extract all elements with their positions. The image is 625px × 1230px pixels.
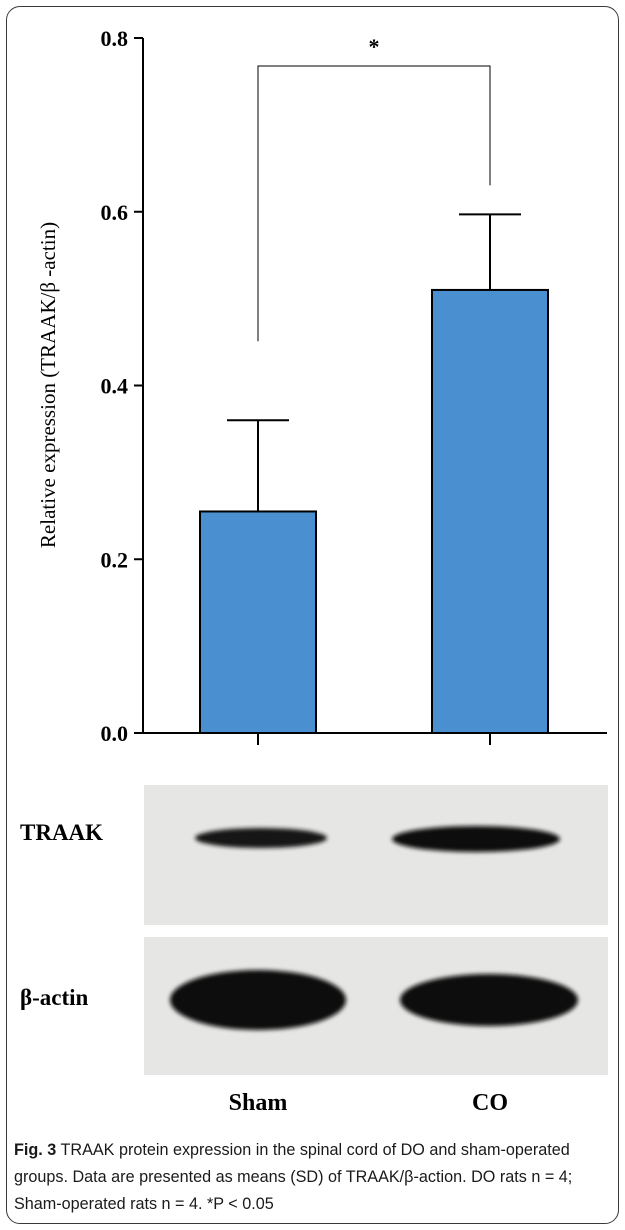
bar-chart: 0.0 0.2 0.4 0.6 0.8 * [101,26,607,746]
y-tick-label: 0.6 [101,200,129,225]
blot-label-traak: TRAAK [20,820,103,845]
y-tick-label: 0.4 [101,374,129,399]
band-actin-sham [170,970,346,1030]
y-axis-label: Relative expression (TRAAK/β -actin) [36,222,60,548]
significance-bracket [257,65,491,342]
bar-co [431,288,549,734]
band-traak-co [392,826,560,852]
band-actin-co [400,974,578,1026]
band-traak-sham [195,828,327,848]
y-tick-label: 0.0 [101,721,129,746]
blot-panel-actin [144,937,608,1075]
figure-caption: Fig. 3 TRAAK protein expression in the s… [14,1137,614,1218]
caption-fig-label: Fig. 3 [14,1141,57,1159]
caption-text: TRAAK protein expression in the spinal c… [14,1141,573,1213]
y-tick-label: 0.8 [101,26,129,51]
lane-label-sham: Sham [229,1090,288,1116]
blot-panel-traak [144,785,608,925]
significance-marker: * [369,34,380,59]
y-tick-label: 0.2 [101,547,129,572]
bar-sham [199,510,317,734]
blot-label-actin: β-actin [20,985,89,1010]
blot-membrane-traak [144,785,608,925]
figure-panel: 0.0 0.2 0.4 0.6 0.8 * Relative expression (TR… [20,26,608,1116]
lane-label-co: CO [472,1090,508,1116]
